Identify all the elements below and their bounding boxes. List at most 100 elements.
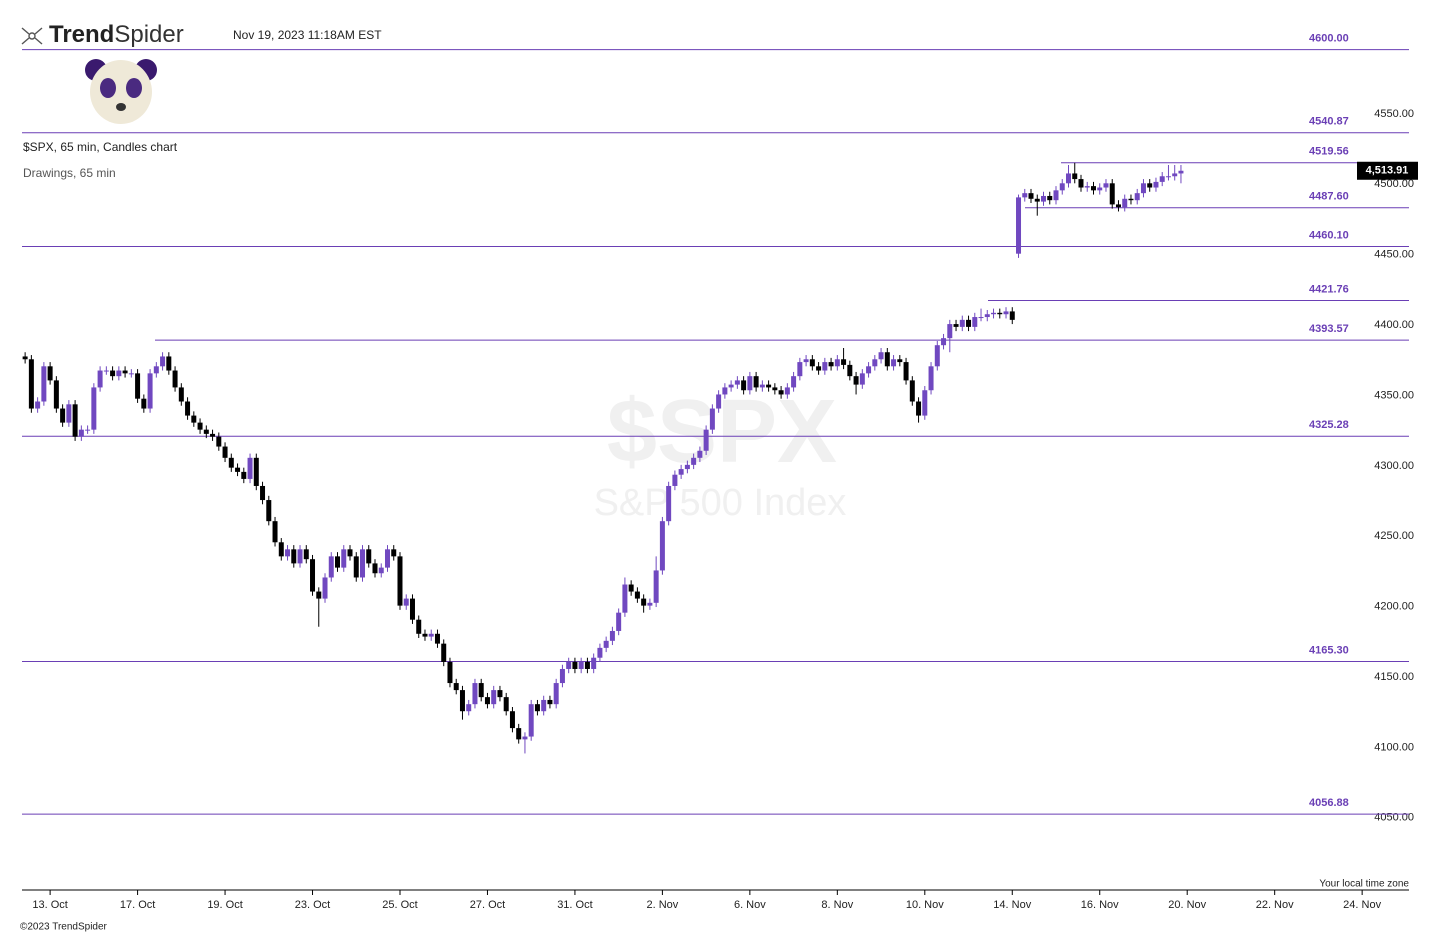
candle-body: [553, 683, 559, 705]
candle-body: [766, 384, 772, 388]
level-label: 4393.57: [1309, 323, 1349, 335]
candle-body: [1103, 183, 1109, 188]
y-tick-label: 4150.00: [1374, 671, 1414, 683]
candle-body: [803, 359, 809, 363]
candle-body: [778, 390, 784, 395]
candle-body: [453, 683, 459, 691]
candle-body: [278, 542, 284, 557]
x-tick-label: 20. Nov: [1168, 899, 1206, 911]
candle-body: [903, 362, 909, 381]
logo-bold: Trend: [49, 21, 114, 48]
candle-body: [297, 549, 303, 564]
candle-body: [472, 683, 478, 705]
y-tick-label: 4300.00: [1374, 460, 1414, 472]
candle-body: [391, 549, 397, 557]
candle-body: [741, 380, 747, 391]
x-tick-label: 16. Nov: [1081, 899, 1119, 911]
candle-body: [997, 312, 1003, 315]
candle-body: [347, 549, 353, 557]
candle-body: [384, 549, 390, 568]
candle-body: [78, 429, 84, 437]
y-tick-label: 4500.00: [1374, 178, 1414, 190]
y-tick-label: 4350.00: [1374, 389, 1414, 401]
y-tick-label: 4250.00: [1374, 530, 1414, 542]
candle-body: [434, 633, 440, 644]
candle-body: [66, 404, 72, 423]
candle-body: [634, 591, 640, 599]
candle-body: [1178, 170, 1184, 174]
drawings-info: Drawings, 65 min: [23, 166, 116, 180]
candle-body: [128, 373, 134, 375]
level-label: 4519.56: [1309, 146, 1349, 158]
candle-body: [759, 384, 765, 388]
candle-body: [628, 584, 634, 592]
candle-body: [1078, 179, 1084, 188]
candle-body: [1165, 176, 1171, 178]
y-tick-label: 4450.00: [1374, 249, 1414, 261]
candle-body: [516, 728, 522, 740]
candle-body: [447, 661, 453, 684]
candle-body: [322, 577, 328, 599]
candle-body: [372, 563, 378, 574]
level-label: 4056.88: [1309, 797, 1349, 809]
candle-body: [41, 366, 47, 402]
candle-body: [428, 633, 434, 637]
candle-body: [641, 598, 647, 606]
level-label: 4325.28: [1309, 419, 1349, 431]
candle-body: [1084, 186, 1090, 188]
copyright: ©2023 TrendSpider: [20, 922, 108, 933]
candle-body: [897, 359, 903, 363]
candle-body: [697, 450, 703, 458]
candle-body: [991, 312, 997, 315]
candle-body: [1097, 187, 1103, 191]
candle-body: [409, 598, 415, 620]
candle-body: [416, 619, 422, 634]
candle-body: [859, 373, 865, 385]
y-tick-label: 4050.00: [1374, 812, 1414, 824]
candle-body: [1047, 195, 1053, 201]
candle-body: [441, 643, 447, 662]
candle-body: [185, 401, 191, 416]
candle-body: [747, 376, 753, 391]
level-label: 4460.10: [1309, 229, 1349, 241]
candle-body: [703, 429, 709, 451]
candle-body: [203, 429, 209, 434]
panda-avatar: [85, 59, 157, 124]
candle-body: [1147, 183, 1153, 188]
candle-body: [609, 630, 615, 641]
candle-body: [497, 690, 503, 698]
candle-body: [509, 711, 515, 729]
candle-body: [966, 319, 972, 327]
candle-body: [666, 485, 672, 522]
candle-body: [53, 380, 59, 409]
candle-body: [266, 500, 272, 522]
candle-body: [85, 429, 91, 431]
logo-icon: [21, 27, 43, 45]
candle-body: [559, 668, 565, 684]
symbol-info: $SPX, 65 min, Candles chart: [23, 140, 178, 154]
watermark-symbol: $SPX: [607, 382, 837, 482]
candle-body: [922, 390, 928, 416]
x-tick-label: 14. Nov: [993, 899, 1031, 911]
candle-body: [809, 359, 815, 367]
candle-body: [828, 362, 834, 367]
candle-body: [1041, 195, 1047, 202]
candle-body: [172, 370, 178, 388]
y-tick-label: 4550.00: [1374, 108, 1414, 120]
candle-body: [584, 661, 590, 669]
x-tick-label: 8. Nov: [821, 899, 853, 911]
candle-body: [197, 422, 203, 430]
candle-body: [1109, 183, 1115, 205]
candle-body: [716, 394, 722, 409]
candle-body: [722, 387, 728, 395]
candle-body: [866, 366, 872, 374]
candle-body: [210, 433, 216, 437]
candle-body: [147, 373, 153, 409]
level-label: 4421.76: [1309, 283, 1349, 295]
timestamp: Nov 19, 2023 11:18AM EST: [233, 28, 382, 42]
candle-body: [466, 704, 472, 712]
candle-body: [1009, 311, 1015, 320]
candle-body: [122, 370, 128, 374]
candle-body: [541, 699, 547, 712]
